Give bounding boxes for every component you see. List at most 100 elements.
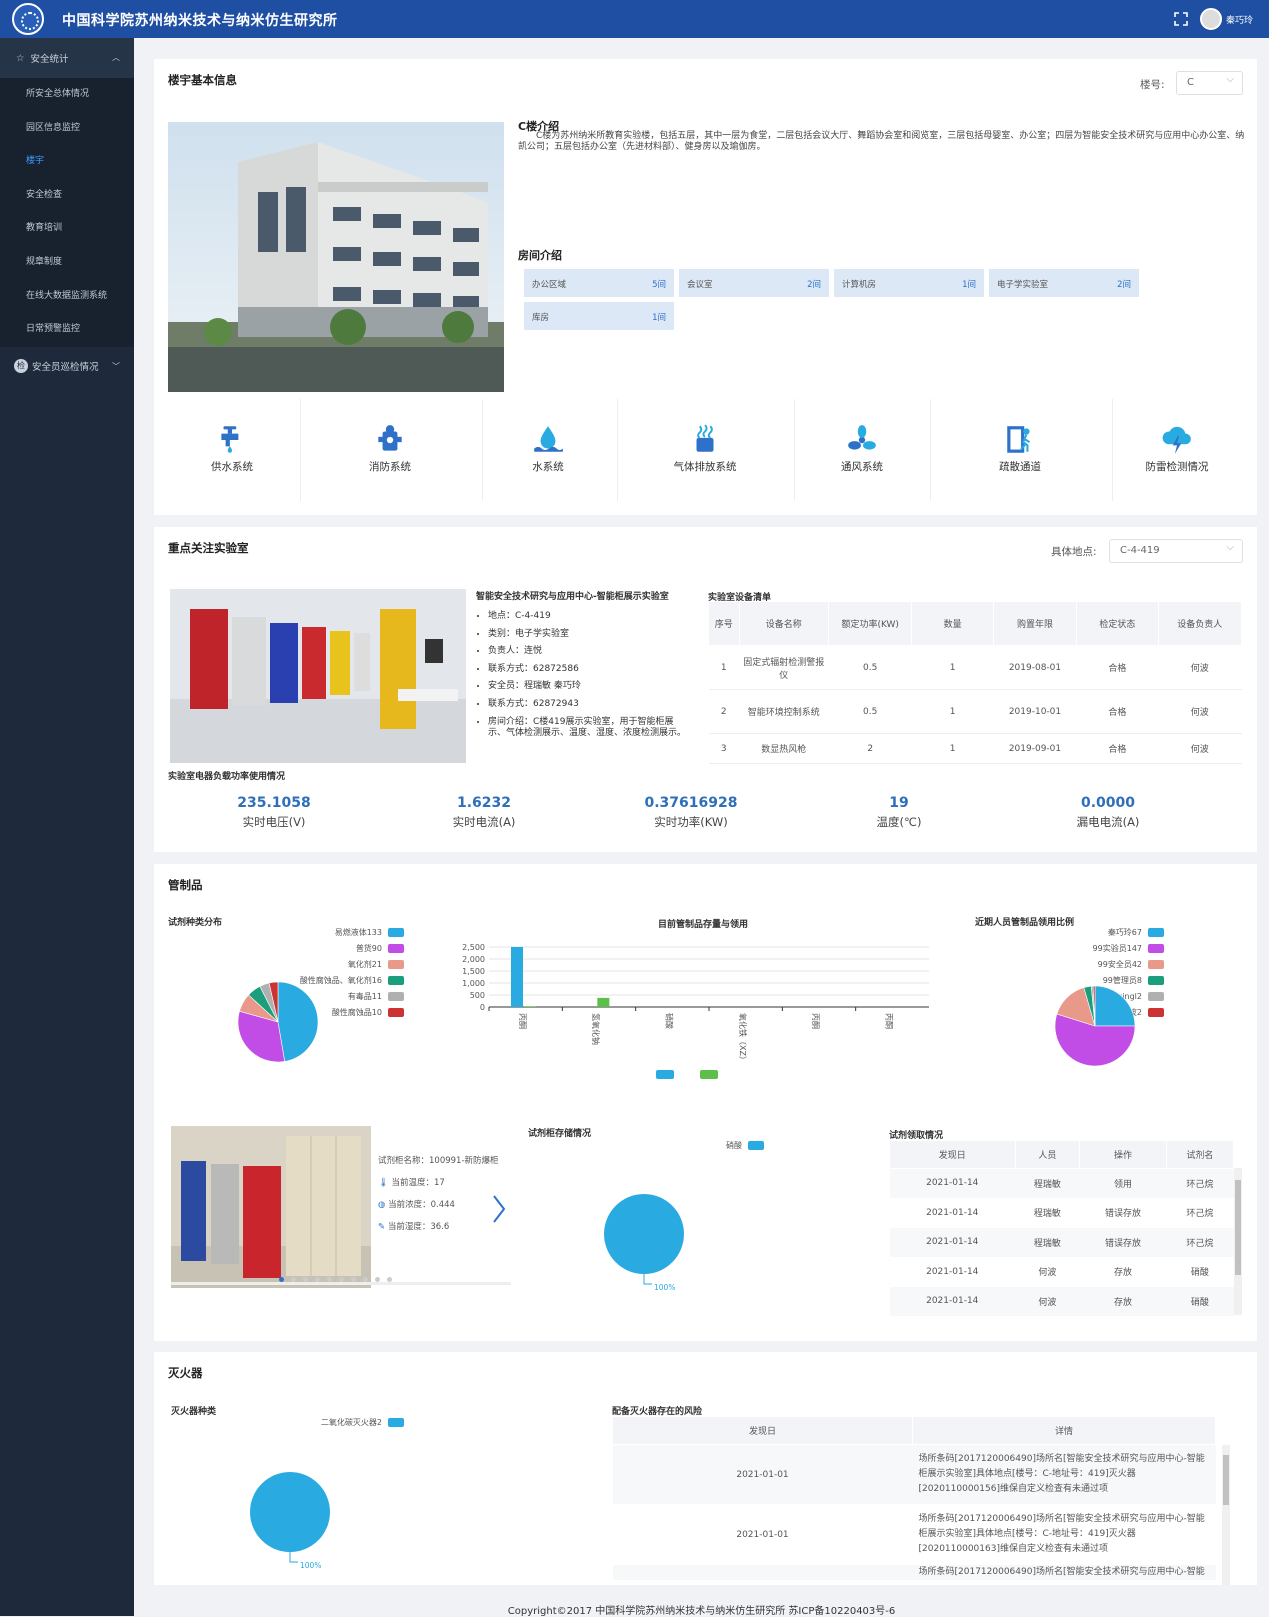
legend-item[interactable]: 99管理员8 — [1024, 973, 1164, 989]
legend-item[interactable]: 酸性腐蚀品、氧化剂16 — [264, 973, 404, 989]
sidebar-item[interactable]: 安全检查 — [26, 189, 63, 200]
carousel-dot[interactable] — [279, 1277, 284, 1282]
sidebar-item[interactable]: 所安全总体情况 — [26, 89, 90, 99]
sidebar-item[interactable]: 楼宇 — [26, 156, 45, 167]
records-row[interactable]: 2021-01-14 程瑞敏 错误存放 环己烷 — [889, 1198, 1234, 1228]
building-select[interactable]: C — [1176, 69, 1243, 95]
records-header-row: 发现日 人员 操作 试剂名 — [889, 1140, 1235, 1169]
user-avatar[interactable] — [1200, 8, 1222, 30]
user-name[interactable]: 秦巧玲 — [1226, 16, 1254, 26]
room-count: 2间 — [1117, 280, 1131, 290]
carousel-dot[interactable] — [291, 1277, 296, 1282]
carousel-dot[interactable] — [327, 1277, 332, 1282]
room-name: 电子学实验室 — [997, 280, 1049, 290]
storage-legend-swatch[interactable] — [748, 1141, 764, 1150]
equipment-row[interactable]: 3 数显热风枪 2 1 2019-09-01 合格 何波 — [708, 733, 1242, 764]
sidebar-item[interactable]: 规章制度 — [26, 256, 63, 267]
legend-item[interactable]: qingl2 — [1024, 989, 1164, 1005]
bar-xtick-label: 硝酸 — [664, 1013, 674, 1029]
records-scrollbar-thumb[interactable] — [1235, 1180, 1241, 1275]
risk-row[interactable]: 2021-01-01 场所条码[2017120006490]场所名[智能安全技术研… — [612, 1504, 1216, 1565]
legend-item[interactable]: 秦巧玲67 — [1024, 925, 1164, 941]
lab-info: 智能安全技术研究与应用中心-智能柜展示实验室 地点：C-4-419类别：电子学实… — [476, 589, 686, 739]
carousel-dot[interactable] — [339, 1277, 344, 1282]
equipment-cell: 1 — [911, 689, 994, 734]
extinguisher-legend-swatch[interactable] — [388, 1418, 404, 1427]
legend-item[interactable]: 99安全员42 — [1024, 957, 1164, 973]
pie-slice[interactable] — [1092, 986, 1096, 1027]
room-item[interactable]: 计算机房 1间 — [834, 269, 984, 297]
system-water-drop[interactable]: 水系统 — [498, 399, 598, 474]
system-fire-hydrant[interactable]: 消防系统 — [340, 399, 440, 474]
legend-item[interactable]: 酸性腐蚀品10 — [264, 1005, 404, 1021]
risk-row[interactable]: 场所条码[2017120006490]场所名[智能安全技术研究与应用中心-智能 — [612, 1564, 1216, 1581]
pie-slice[interactable] — [1094, 986, 1136, 1027]
bar-legend-series-1[interactable] — [656, 1070, 674, 1079]
system-water-tap[interactable]: 供水系统 — [182, 399, 282, 474]
system-gas-exhaust[interactable]: 气体排放系统 — [655, 399, 755, 474]
room-item[interactable]: 会议室 2间 — [679, 269, 829, 297]
records-cell: 程瑞敏 — [1015, 1198, 1080, 1228]
sidebar-item[interactable]: 园区信息监控 — [26, 122, 81, 133]
carousel-dot[interactable] — [303, 1277, 308, 1282]
pie-slice[interactable] — [268, 982, 279, 1023]
records-cell: 错误存放 — [1079, 1227, 1167, 1258]
carousel-next-icon[interactable] — [492, 1194, 506, 1227]
legend-swatch — [1148, 976, 1164, 985]
records-row[interactable]: 2021-01-14 何波 存放 硝酸 — [889, 1257, 1234, 1287]
equipment-cell: 何波 — [1158, 645, 1242, 690]
fullscreen-icon[interactable] — [1174, 12, 1188, 26]
carousel-dot[interactable] — [351, 1277, 356, 1282]
carousel-dot[interactable] — [363, 1277, 368, 1282]
room-item[interactable]: 库房 1间 — [524, 302, 674, 330]
metric-label: 实时功率(KW) — [654, 815, 728, 829]
records-scrollbar[interactable] — [1234, 1168, 1242, 1315]
risk-row[interactable]: 2021-01-01 场所条码[2017120006490]场所名[智能安全技术研… — [612, 1444, 1216, 1505]
system-lightning-cloud[interactable]: 防雷检测情况 — [1127, 399, 1227, 474]
location-select[interactable]: C-4-419 — [1109, 537, 1243, 563]
sidebar-item[interactable]: 日常预警监控 — [26, 324, 81, 335]
pie-slice[interactable] — [277, 982, 319, 1062]
equipment-row[interactable]: 2 智能环境控制系统 0.5 1 2019-10-01 合格 何波 — [708, 689, 1242, 734]
carousel-dot[interactable] — [387, 1277, 392, 1282]
equipment-row[interactable]: 1 固定式辐射检测警报仪 0.5 1 2019-08-01 合格 何波 — [708, 645, 1242, 690]
legend-item[interactable]: 普货90 — [264, 941, 404, 957]
room-item[interactable]: 办公区域 5间 — [524, 269, 674, 297]
legend-item[interactable]: 有毒品11 — [264, 989, 404, 1005]
pie-slice[interactable] — [238, 1010, 286, 1063]
storage-title: 试剂柜存储情况 — [528, 1129, 592, 1139]
pie-slice[interactable] — [1055, 1013, 1136, 1067]
sidebar-item[interactable]: 教育培训 — [26, 223, 63, 234]
legend-item[interactable]: 99实验员147 — [1024, 941, 1164, 957]
equipment-cell: 2 — [708, 689, 739, 734]
bar[interactable] — [511, 947, 523, 1007]
bar-legend-series-2[interactable] — [700, 1070, 718, 1079]
lab-card-title: 重点关注实验室 — [168, 541, 249, 555]
system-fan[interactable]: 通风系统 — [812, 399, 912, 474]
sidebar-group-safety-stats[interactable]: ☆ 安全统计 ︿ — [0, 38, 134, 78]
cabinet-humidity: 当前湿度：36.6 — [387, 1222, 450, 1232]
sidebar-item[interactable]: 在线大数据监测系统 — [26, 290, 108, 301]
system-label: 供水系统 — [211, 461, 253, 473]
risk-scrollbar[interactable] — [1222, 1445, 1230, 1585]
carousel-dot[interactable] — [315, 1277, 320, 1282]
storage-pie-chart — [604, 1194, 684, 1285]
bar[interactable] — [597, 997, 610, 1007]
legend-item[interactable]: 氧化剂21 — [264, 957, 404, 973]
risk-scrollbar-thumb[interactable] — [1223, 1455, 1229, 1505]
records-row[interactable]: 2021-01-14 程瑞敏 错误存放 环己烷 — [889, 1227, 1234, 1258]
equipment-cell: 何波 — [1158, 733, 1242, 764]
records-cell: 存放 — [1079, 1257, 1167, 1287]
top-header: 中国科学院苏州纳米技术与纳米仿生研究所 秦巧玲 — [0, 0, 1269, 38]
bar[interactable] — [524, 1006, 536, 1007]
records-cell: 环己烷 — [1166, 1198, 1234, 1228]
legend-swatch — [388, 976, 404, 985]
records-row[interactable]: 2021-01-14 何波 存放 硝酸 — [889, 1286, 1234, 1317]
carousel-dot[interactable] — [375, 1277, 380, 1282]
room-item[interactable]: 电子学实验室 2间 — [989, 269, 1139, 297]
system-evacuation-exit[interactable]: 疏散通道 — [970, 399, 1070, 474]
legend-item[interactable]: 易燃液体133 — [264, 925, 404, 941]
records-row[interactable]: 2021-01-14 程瑞敏 领用 环己烷 — [889, 1168, 1234, 1199]
sidebar-group-inspection[interactable]: 检 安全员巡检情况 ﹀ — [0, 347, 134, 385]
lab-info-item: 负责人：连悦 — [488, 643, 686, 661]
